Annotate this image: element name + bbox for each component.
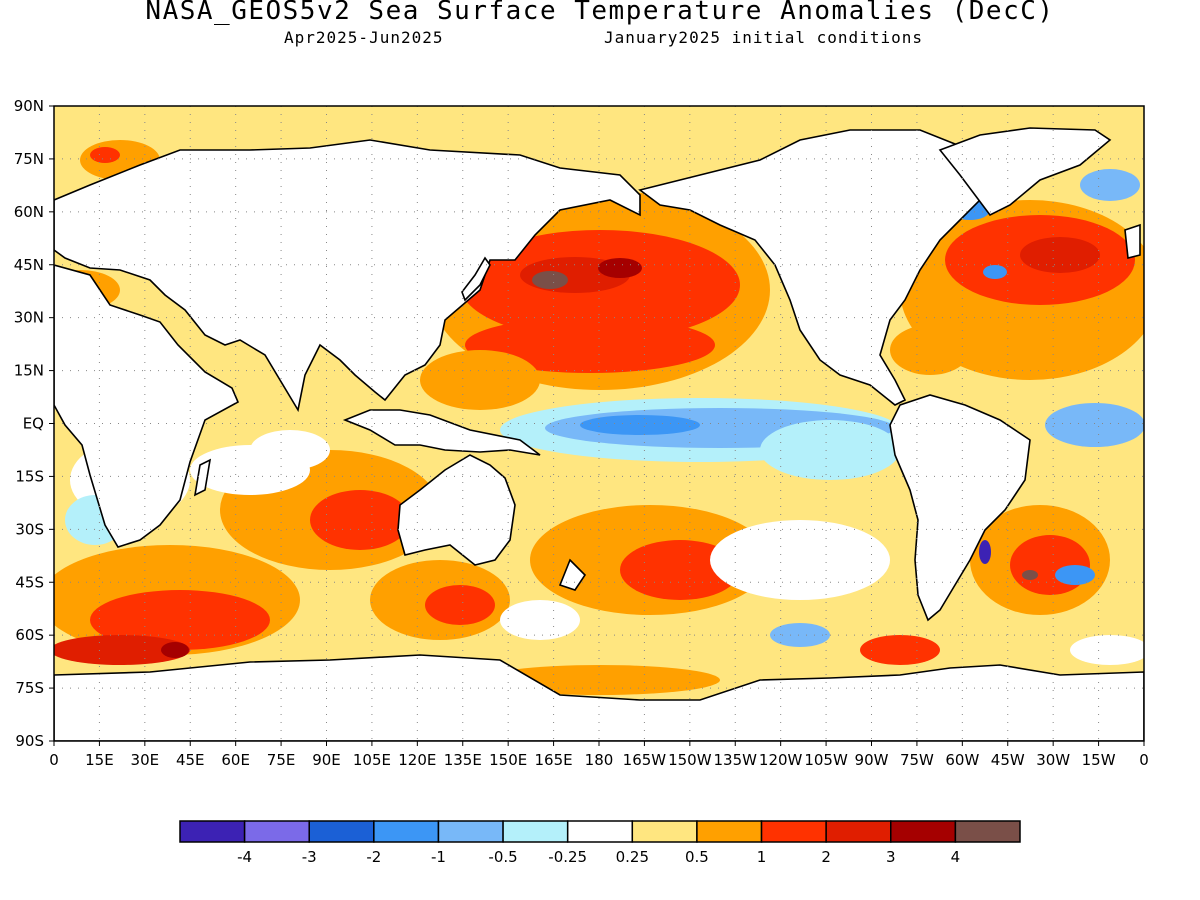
colorbar-label: -0.5 [488, 848, 517, 866]
colorbar-swatch [760, 820, 827, 843]
lon-label: 180 [585, 751, 614, 769]
lat-label: 75S [15, 679, 44, 697]
colorbar-swatch [954, 820, 1021, 843]
colorbar-swatch [631, 820, 698, 843]
lon-label: 150W [668, 751, 712, 769]
lon-label: 75E [267, 751, 296, 769]
lon-label: 120E [398, 751, 436, 769]
madagascar [193, 458, 212, 497]
lon-label: 135E [444, 751, 482, 769]
colorbar-swatch [373, 820, 440, 843]
lat-label: 60S [15, 626, 44, 644]
lon-label: 15W [1082, 751, 1116, 769]
colorbar-label: -4 [237, 848, 252, 866]
colorbar-label: -3 [302, 848, 317, 866]
africa [54, 264, 240, 548]
lon-label: 165E [535, 751, 573, 769]
lon-label: 105E [353, 751, 391, 769]
colorbar-swatch [502, 820, 569, 843]
lat-label: 30N [14, 309, 44, 327]
colorbar-label: -2 [366, 848, 381, 866]
colorbar-label: 4 [951, 848, 961, 866]
lon-label: 30E [131, 751, 160, 769]
lon-label: 45E [176, 751, 205, 769]
lon-label: 135W [714, 751, 758, 769]
lat-label: 15S [15, 467, 44, 485]
forecast-period: Apr2025-Jun2025 [284, 28, 444, 47]
lat-label: 90N [14, 97, 44, 115]
lon-label: 15E [85, 751, 114, 769]
australia [397, 454, 516, 566]
greenland [938, 127, 1112, 217]
lat-label: 15N [14, 362, 44, 380]
initial-conditions: January2025 initial conditions [604, 28, 923, 47]
lat-label: 90S [15, 732, 44, 750]
colorbar-label: -0.25 [548, 848, 587, 866]
lon-label: 0 [1139, 751, 1149, 769]
lon-label: 105W [804, 751, 848, 769]
colorbar-label: 0.25 [616, 848, 649, 866]
eurasia [54, 139, 641, 413]
grid-lines [54, 106, 1144, 741]
lat-label: 75N [14, 150, 44, 168]
land-masses [54, 127, 1144, 741]
map-title: NASA_GEOS5v2 Sea Surface Temperature Ano… [145, 0, 1055, 26]
colorbar-swatch [437, 820, 504, 843]
lon-label: 120W [759, 751, 803, 769]
colorbar-swatch [243, 820, 310, 843]
lon-label: 150E [489, 751, 527, 769]
colorbar-swatch [566, 820, 634, 843]
lon-label: 45W [991, 751, 1025, 769]
colorbar-swatch [179, 820, 246, 843]
lat-label: 60N [14, 203, 44, 221]
colorbar-label: 0.5 [685, 848, 709, 866]
colorbar-swatch [696, 820, 763, 843]
lon-label: 0 [49, 751, 59, 769]
north-america [638, 129, 991, 406]
lon-label: 60E [221, 751, 250, 769]
colorbar-swatch [308, 820, 375, 843]
colorbar-swatch [890, 820, 957, 843]
indonesia [342, 409, 541, 456]
colorbar-swatch [825, 820, 892, 843]
japan [461, 256, 491, 302]
south-america [889, 394, 1031, 622]
lat-label: 45N [14, 256, 44, 274]
colorbar-label: 2 [821, 848, 831, 866]
lon-label: 90E [312, 751, 341, 769]
britain [1124, 223, 1141, 259]
lat-label: 45S [15, 573, 44, 591]
lat-label: 30S [15, 520, 44, 538]
colorbar-label: -1 [431, 848, 446, 866]
axes: 90N 75N 60N 45N 30N 15N EQ 15S 30S 45S 60S 75S 90S 0 1… [14, 97, 1149, 769]
lon-label: 90W [855, 751, 889, 769]
lon-label: 30W [1036, 751, 1070, 769]
lon-label: 75W [900, 751, 934, 769]
lon-label: 165W [623, 751, 667, 769]
lon-label: 60W [945, 751, 979, 769]
lat-label: EQ [23, 415, 44, 433]
colorbar: -4 -3 -2 -1 -0.5 -0.25 0.25 0.5 1 2 3 4 [179, 820, 1021, 866]
colorbar-label: 3 [886, 848, 896, 866]
colorbar-label: 1 [757, 848, 767, 866]
